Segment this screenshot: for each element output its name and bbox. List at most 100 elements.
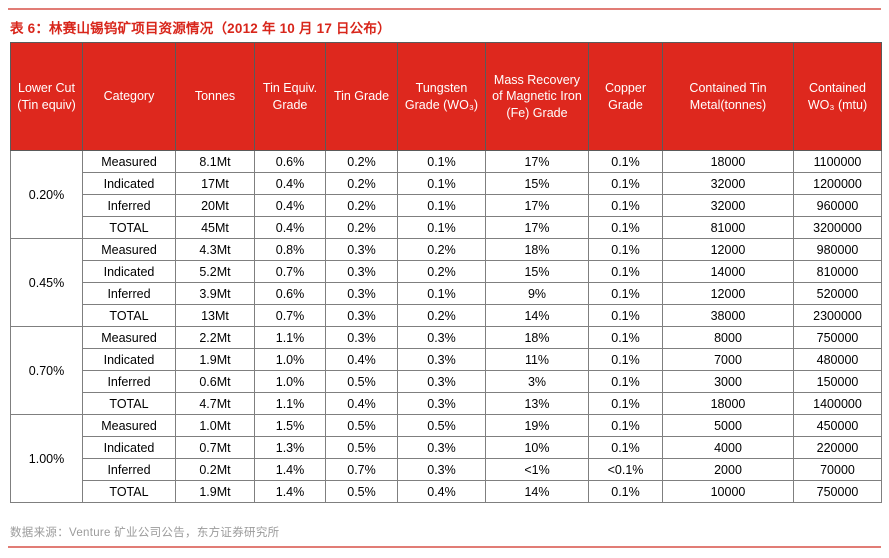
cell: 18%: [485, 326, 589, 349]
cell: 0.1%: [588, 238, 663, 261]
cell: 19%: [485, 414, 589, 437]
cell: 480000: [793, 348, 882, 371]
table-row: TOTAL 13Mt 0.7% 0.3% 0.2% 14% 0.1% 38000 2300000: [11, 304, 882, 327]
cell: 0.6%: [254, 150, 326, 173]
column-header: Tin Grade: [325, 42, 398, 151]
cell: 980000: [793, 238, 882, 261]
cell: 0.2%: [397, 238, 486, 261]
cell: 14000: [662, 260, 794, 283]
table-row: Indicated 1.9Mt 1.0% 0.4% 0.3% 11% 0.1% 7000 480…: [11, 348, 882, 371]
cell: Measured: [82, 238, 176, 261]
cell: 0.2%: [325, 150, 398, 173]
cell: 0.1%: [588, 194, 663, 217]
cell: Inferred: [82, 370, 176, 393]
cell: Indicated: [82, 348, 176, 371]
cell: 8000: [662, 326, 794, 349]
cell: 0.5%: [325, 480, 398, 503]
cell: 81000: [662, 216, 794, 239]
cell: 0.1%: [588, 370, 663, 393]
cell: 3%: [485, 370, 589, 393]
cell: 70000: [793, 458, 882, 481]
cell: <1%: [485, 458, 589, 481]
cell: 0.4%: [254, 172, 326, 195]
column-header: Mass Recovery of Magnetic Iron (Fe) Grad…: [485, 42, 589, 151]
cell: 3000: [662, 370, 794, 393]
cell: Inferred: [82, 458, 176, 481]
column-header: Contained WO₃ (mtu): [793, 42, 882, 151]
cell: 0.1%: [588, 216, 663, 239]
cell: Indicated: [82, 260, 176, 283]
cell: 0.3%: [325, 282, 398, 305]
cell: 0.2%: [397, 304, 486, 327]
cell: 0.4%: [397, 480, 486, 503]
table-row: Indicated 17Mt 0.4% 0.2% 0.1% 15% 0.1% 32000 120…: [11, 172, 882, 195]
resource-table: Lower Cut (Tin equiv) Category Tonnes Tin E…: [10, 42, 882, 503]
cell: 0.4%: [325, 392, 398, 415]
cell: 0.2%: [397, 260, 486, 283]
cell: Measured: [82, 414, 176, 437]
cell: 18%: [485, 238, 589, 261]
cell: 1100000: [793, 150, 882, 173]
cell: TOTAL: [82, 216, 176, 239]
cell: 0.1%: [588, 150, 663, 173]
cell: 0.3%: [325, 326, 398, 349]
cell: 0.3%: [325, 238, 398, 261]
cell: TOTAL: [82, 304, 176, 327]
cell: 0.3%: [397, 458, 486, 481]
cell: Indicated: [82, 436, 176, 459]
cell: TOTAL: [82, 392, 176, 415]
cell: 20Mt: [175, 194, 255, 217]
table-row: Inferred 20Mt 0.4% 0.2% 0.1% 17% 0.1% 32000 9600…: [11, 194, 882, 217]
cell: 1.4%: [254, 480, 326, 503]
table-row: 0.20% Measured 8.1Mt 0.6% 0.2% 0.1% 17% 0.1% 180…: [10, 150, 882, 239]
cell: 1.3%: [254, 436, 326, 459]
cell: 150000: [793, 370, 882, 393]
cell: 0.1%: [588, 348, 663, 371]
table-row: 1.00% Measured 1.0Mt 1.5% 0.5% 0.5% 19% 0.1% 500…: [10, 414, 882, 503]
data-source-note: 数据来源：Venture 矿业公司公告，东方证券研究所: [10, 527, 280, 539]
cell: 32000: [662, 194, 794, 217]
cell: 0.1%: [588, 326, 663, 349]
table-row: 0.70% Measured 2.2Mt 1.1% 0.3% 0.3% 18% 0.1% 800…: [10, 326, 882, 415]
cell: 0.2%: [325, 194, 398, 217]
top-divider-rule: [8, 8, 881, 10]
cell: 4.7Mt: [175, 392, 255, 415]
cell: <0.1%: [588, 458, 663, 481]
cell: 0.2%: [325, 216, 398, 239]
cell: 0.3%: [397, 392, 486, 415]
cell: 960000: [793, 194, 882, 217]
cell: 15%: [485, 172, 589, 195]
cell: 0.6%: [254, 282, 326, 305]
cell: 17%: [485, 194, 589, 217]
cell: 3.9Mt: [175, 282, 255, 305]
table-title: 表 6：林赛山锡钨矿项目资源情况（2012 年 10 月 17 日公布）: [10, 21, 391, 36]
cell: 9%: [485, 282, 589, 305]
table-row: Inferred 0.2Mt 1.4% 0.7% 0.3% <1% <0.1% 2000 700…: [11, 458, 882, 481]
cell: 12000: [662, 282, 794, 305]
cell: 450000: [793, 414, 882, 437]
cell: 32000: [662, 172, 794, 195]
cell: 1.1%: [254, 326, 326, 349]
cell: Indicated: [82, 172, 176, 195]
cell: 0.4%: [325, 348, 398, 371]
cell: 0.5%: [325, 370, 398, 393]
cell: 4000: [662, 436, 794, 459]
cell: 0.4%: [254, 194, 326, 217]
cell: 0.1%: [588, 282, 663, 305]
cell: 5000: [662, 414, 794, 437]
cell: 10000: [662, 480, 794, 503]
cell: 11%: [485, 348, 589, 371]
cell: Measured: [82, 150, 176, 173]
cell: 0.4%: [254, 216, 326, 239]
cell: 3200000: [793, 216, 882, 239]
column-header: Lower Cut (Tin equiv): [10, 42, 83, 151]
lower-cut-cell: 0.20%: [10, 150, 83, 239]
cell: 0.1%: [588, 414, 663, 437]
cell: 0.7%: [254, 260, 326, 283]
cell: 0.3%: [397, 326, 486, 349]
lower-cut-cell: 0.45%: [10, 238, 83, 327]
cell: TOTAL: [82, 480, 176, 503]
table-header: Lower Cut (Tin equiv) Category Tonnes Tin E…: [10, 42, 882, 151]
cell: 45Mt: [175, 216, 255, 239]
cell: 1.0%: [254, 370, 326, 393]
